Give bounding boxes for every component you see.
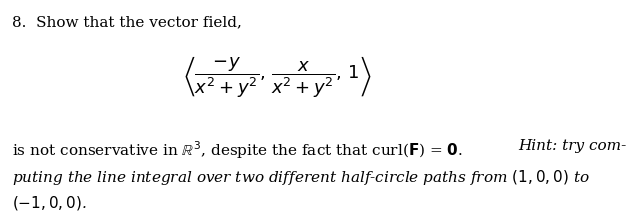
Text: is not conservative in $\mathbb{R}^3$, despite the fact that curl($\mathbf{F}$) : is not conservative in $\mathbb{R}^3$, d… [12, 139, 469, 161]
Text: Hint: try com-: Hint: try com- [518, 139, 627, 153]
Text: $\left\langle \dfrac{-y}{x^2+y^2},\, \dfrac{x}{x^2+y^2},\, 1 \right\rangle$: $\left\langle \dfrac{-y}{x^2+y^2},\, \df… [183, 54, 372, 99]
Text: $(-1,0,0)$.: $(-1,0,0)$. [12, 194, 88, 212]
Text: 8.  Show that the vector field,: 8. Show that the vector field, [12, 15, 242, 29]
Text: puting the line integral over two different half-circle paths from $(1,0,0)$ to: puting the line integral over two differ… [12, 168, 591, 187]
